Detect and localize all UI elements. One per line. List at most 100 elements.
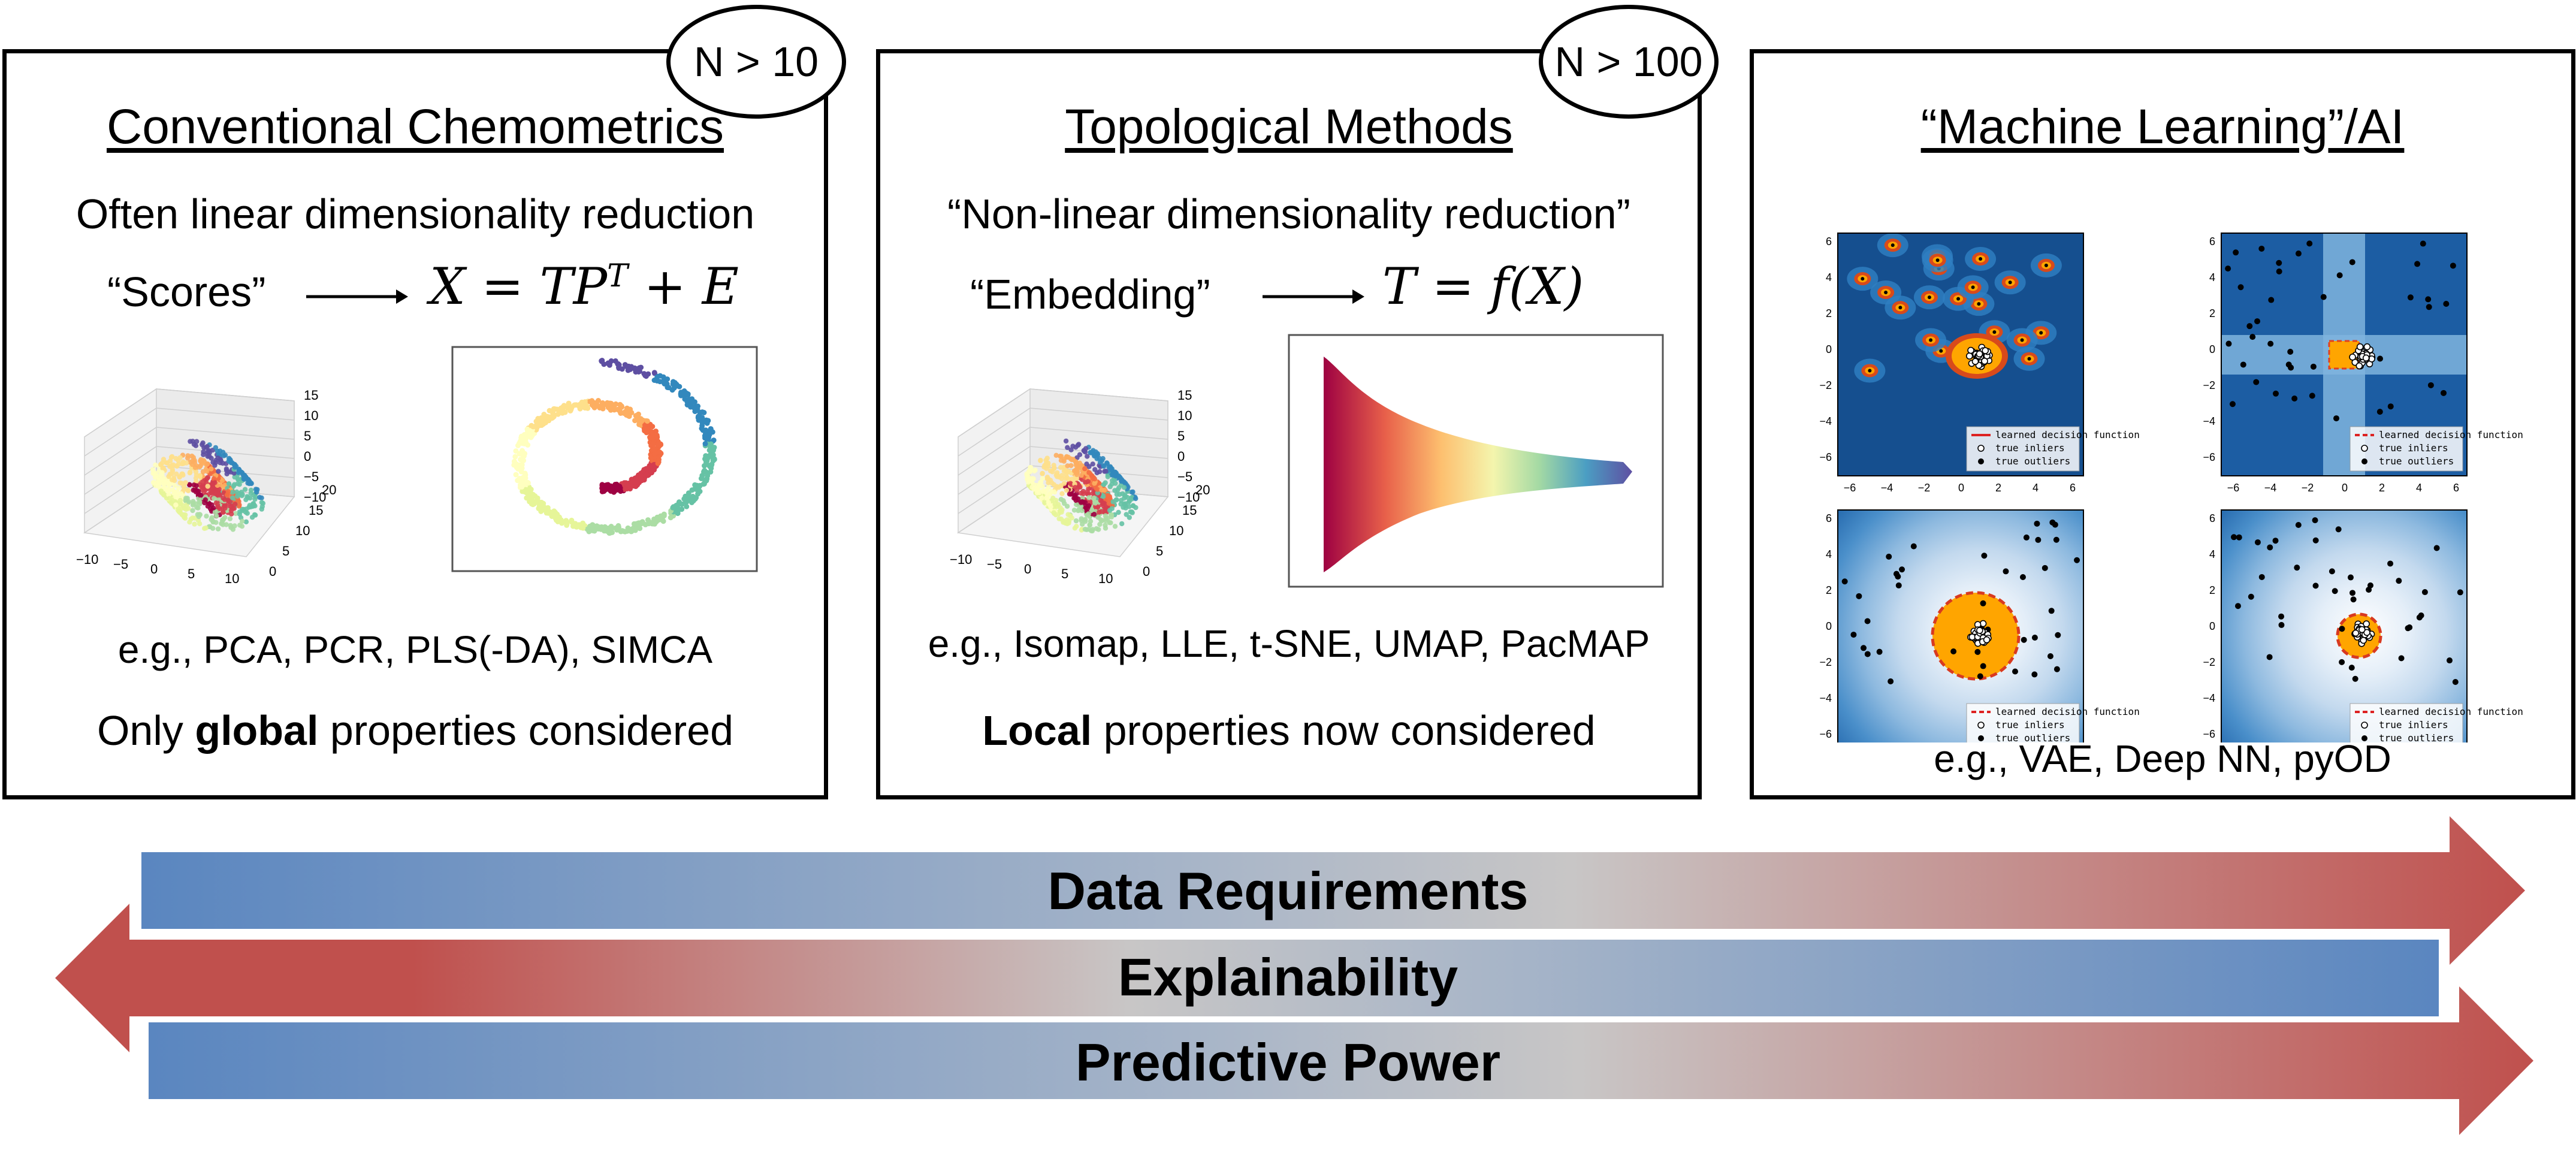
panel-title: Conventional Chemometrics (106, 99, 724, 154)
predictive-power-arrow (149, 986, 2533, 1135)
svg-text:0: 0 (2342, 482, 2348, 494)
svg-text:−10: −10 (950, 552, 972, 567)
panel-topological-methods: Topological Methods “Non-linear dimensio… (876, 49, 1702, 799)
svg-text:15: 15 (304, 388, 318, 403)
panel-subtitle: “Non-linear dimensionality reduction” (947, 191, 1630, 237)
svg-text:10: 10 (295, 523, 310, 538)
svg-text:15: 15 (1177, 388, 1192, 403)
svg-text:−10: −10 (76, 552, 98, 567)
panel-title: Topological Methods (1065, 99, 1513, 154)
equation: T = f(X) (1382, 257, 1584, 316)
scores-label: “Scores” (107, 268, 266, 315)
svg-text:0: 0 (1143, 564, 1150, 579)
svg-text:true inliers: true inliers (2379, 719, 2448, 731)
examples-text: e.g., Isomap, LLE, t-SNE, UMAP, PacMAP (928, 622, 1650, 665)
svg-text:true outliers: true outliers (2379, 732, 2454, 742)
panel-title: “Machine Learning”/AI (1920, 99, 2405, 154)
arrow-icon (1263, 289, 1364, 304)
svg-text:−5: −5 (113, 557, 128, 572)
svg-text:10: 10 (225, 571, 239, 586)
svg-text:2: 2 (2379, 482, 2385, 494)
svg-text:−2: −2 (1819, 379, 1832, 391)
predictive-power-label: Predictive Power (1075, 1033, 1501, 1092)
svg-text:4: 4 (2209, 548, 2215, 560)
svg-text:4: 4 (1826, 271, 1832, 283)
svg-text:5: 5 (1177, 428, 1185, 443)
data-requirements-label: Data Requirements (1047, 861, 1529, 920)
svg-text:5: 5 (304, 428, 311, 443)
sample-size-badge: N > 100 (1539, 5, 1719, 119)
svg-text:10: 10 (1177, 408, 1192, 423)
svg-text:15: 15 (1182, 503, 1197, 518)
svg-text:−4: −4 (2203, 415, 2215, 427)
explainability-label: Explainability (1118, 947, 1458, 1007)
svg-text:10: 10 (1098, 571, 1113, 586)
panel-subtitle: Often linear dimensionality reduction (76, 191, 755, 237)
svg-text:0: 0 (1826, 620, 1832, 632)
svg-text:5: 5 (282, 544, 289, 559)
svg-text:6: 6 (1826, 512, 1832, 524)
svg-text:−5: −5 (304, 469, 319, 484)
svg-text:−2: −2 (1918, 482, 1931, 494)
svg-text:10: 10 (304, 408, 318, 423)
svg-text:10: 10 (1169, 523, 1183, 538)
svg-text:−6: −6 (2203, 728, 2215, 740)
svg-text:−2: −2 (2203, 379, 2215, 391)
svg-text:−4: −4 (2203, 692, 2215, 704)
svg-text:−6: −6 (1844, 482, 1856, 494)
svg-text:−4: −4 (1819, 692, 1832, 704)
svg-text:2: 2 (1826, 584, 1832, 596)
svg-text:learned decision function: learned decision function (2379, 706, 2523, 717)
svg-text:0: 0 (2209, 343, 2215, 355)
svg-text:learned decision function: learned decision function (1995, 429, 2140, 440)
svg-text:learned decision function: learned decision function (1995, 706, 2140, 717)
svg-text:learned decision function: learned decision function (2379, 429, 2523, 440)
svg-text:4: 4 (2033, 482, 2039, 494)
svg-text:6: 6 (1826, 236, 1832, 247)
svg-text:2: 2 (2209, 584, 2215, 596)
umap-embedding-plot (1288, 334, 1664, 588)
svg-text:6: 6 (2209, 236, 2215, 247)
svg-text:2: 2 (1995, 482, 2001, 494)
svg-text:20: 20 (322, 482, 336, 497)
svg-text:−4: −4 (1881, 482, 1894, 494)
svg-text:4: 4 (2209, 271, 2215, 283)
svg-text:0: 0 (304, 449, 311, 464)
svg-text:20: 20 (1195, 482, 1210, 497)
panel-conventional-chemometrics: Conventional Chemometrics Often linear d… (2, 49, 828, 799)
svg-text:−6: −6 (2203, 451, 2215, 463)
svg-text:−5: −5 (987, 557, 1002, 572)
svg-text:5: 5 (188, 566, 195, 581)
svg-text:6: 6 (2070, 482, 2076, 494)
svg-text:true outliers: true outliers (1995, 732, 2070, 742)
tradeoff-arrows (55, 816, 2533, 1135)
svg-text:0: 0 (1958, 482, 1964, 494)
svg-text:true outliers: true outliers (1995, 455, 2070, 467)
svg-text:−6: −6 (1819, 451, 1832, 463)
svg-text:2: 2 (1826, 307, 1832, 319)
svg-text:0: 0 (150, 562, 158, 576)
svg-text:2: 2 (2209, 307, 2215, 319)
examples-text: e.g., PCA, PCR, PLS(-DA), SIMCA (117, 628, 713, 671)
svg-text:5: 5 (1061, 566, 1068, 581)
svg-text:−2: −2 (2203, 656, 2215, 668)
svg-text:6: 6 (2453, 482, 2459, 494)
swiss-roll-3d-plot: −10 −5 0 5 10 15 10 5 0 −5 −10 0 5 10 15 20 (940, 365, 1276, 605)
svg-text:true outliers: true outliers (2379, 455, 2454, 467)
svg-text:−2: −2 (1819, 656, 1832, 668)
svg-text:0: 0 (1024, 562, 1031, 576)
explainability-arrow (55, 904, 2439, 1052)
sample-size-badge: N > 10 (666, 5, 846, 119)
svg-text:−6: −6 (1819, 728, 1832, 740)
embedding-label: “Embedding” (970, 271, 1210, 318)
svg-text:true inliers: true inliers (1995, 442, 2065, 454)
examples-text: e.g., VAE, Deep NN, pyOD (1934, 737, 2391, 780)
footer-text: Local properties now considered (982, 707, 1596, 754)
svg-text:−2: −2 (2302, 482, 2314, 494)
svg-text:true inliers: true inliers (1995, 719, 2065, 731)
svg-text:0: 0 (269, 564, 276, 579)
svg-text:−10: −10 (1177, 490, 1200, 505)
svg-text:−6: −6 (2227, 482, 2240, 494)
arrow-icon (306, 289, 408, 304)
svg-text:0: 0 (1826, 343, 1832, 355)
